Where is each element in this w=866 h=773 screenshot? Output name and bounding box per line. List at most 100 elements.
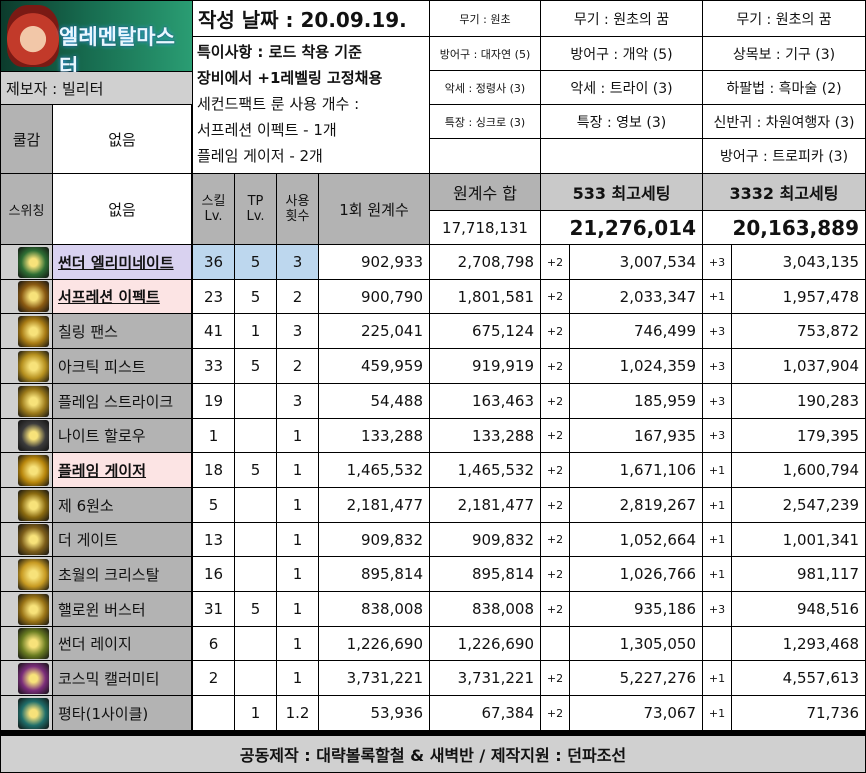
set-533-value: 5,227,276 xyxy=(570,661,702,695)
page-title: 작성 날짜 : 20.09.19. xyxy=(193,1,429,36)
switch-label: 스위칭 xyxy=(1,174,52,244)
set-3332-value: 190,283 xyxy=(732,384,865,418)
equip-col2-item: 무기 : 원초의 꿈 xyxy=(541,1,702,36)
coef-sum: 2,708,798 xyxy=(430,245,540,279)
use-count: 1 xyxy=(277,592,318,626)
one-coef: 1,465,532 xyxy=(319,453,429,487)
skill-name: 나이트 할로우 xyxy=(53,419,191,452)
header-coef-sum: 원계수 합 xyxy=(430,174,540,210)
tp-lv xyxy=(235,419,276,452)
equip-col3-item: 방어구 : 트로피카 (3) xyxy=(703,139,865,173)
one-coef: 838,008 xyxy=(319,592,429,626)
note-line: 서프레션 이펙트 - 1개 xyxy=(197,121,337,139)
skill-lv: 6 xyxy=(193,627,234,660)
equip-col1-item: 방어구 : 대자연 (5) xyxy=(430,37,540,70)
equip-col2-item: 악세 : 트라이 (3) xyxy=(541,71,702,104)
set-3332-value: 948,516 xyxy=(732,592,865,626)
tp-lv: 1 xyxy=(235,314,276,348)
set-533-level-bonus xyxy=(541,627,569,660)
set-533-level-bonus: +2 xyxy=(541,488,569,522)
coef-sum: 163,463 xyxy=(430,384,540,418)
skill-lv: 1 xyxy=(193,419,234,452)
set-533-value: 167,935 xyxy=(570,419,702,452)
cool-value: 없음 xyxy=(53,105,191,173)
set-3332-value: 71,736 xyxy=(732,696,865,730)
use-count: 1 xyxy=(277,557,318,591)
note-line: 플레임 게이저 - 2개 xyxy=(197,147,323,165)
notes-block: 특이사항 : 로드 착용 기준 장비에서 +1레벨링 고정채용 세컨드팩트 룬 … xyxy=(193,37,429,173)
set-3332-level-bonus xyxy=(703,627,731,660)
equip-col1-item xyxy=(430,139,540,173)
skill-name: 서프레션 이펙트 xyxy=(53,280,191,313)
coef-sum: 895,814 xyxy=(430,557,540,591)
coef-sum-value: 17,718,131 xyxy=(430,211,540,244)
equip-col1-item: 악세 : 정령사 (3) xyxy=(430,71,540,104)
tp-lv: 5 xyxy=(235,453,276,487)
skill-lv: 31 xyxy=(193,592,234,626)
use-count: 2 xyxy=(277,280,318,313)
set-3332-value: 981,117 xyxy=(732,557,865,591)
set-533-value: 1,026,766 xyxy=(570,557,702,591)
coef-sum: 2,181,477 xyxy=(430,488,540,522)
header-set-3332: 3332 최고세팅 xyxy=(703,174,865,210)
tp-lv xyxy=(235,523,276,556)
skill-icon xyxy=(18,628,49,659)
coef-sum: 919,919 xyxy=(430,349,540,383)
coef-sum: 909,832 xyxy=(430,523,540,556)
equip-col2-item: 방어구 : 개악 (5) xyxy=(541,37,702,70)
skill-icon xyxy=(18,455,49,486)
skill-lv: 2 xyxy=(193,661,234,695)
skill-lv: 13 xyxy=(193,523,234,556)
skill-name: 초월의 크리스탈 xyxy=(53,557,191,591)
set-533-value: 1,671,106 xyxy=(570,453,702,487)
set-533-level-bonus: +2 xyxy=(541,419,569,452)
skill-name: 썬더 엘리미네이트 xyxy=(53,245,191,279)
use-count: 1 xyxy=(277,627,318,660)
header-one-coef: 1회 원계수 xyxy=(319,174,429,244)
set-3332-level-bonus: +1 xyxy=(703,280,731,313)
skill-name: 더 게이트 xyxy=(53,523,191,556)
tp-lv xyxy=(235,557,276,591)
set-533-value: 1,024,359 xyxy=(570,349,702,383)
skill-name: 아크틱 피스트 xyxy=(53,349,191,383)
set-3332-value: 753,872 xyxy=(732,314,865,348)
set-3332-value: 1,600,794 xyxy=(732,453,865,487)
set-533-level-bonus: +2 xyxy=(541,557,569,591)
skill-lv: 5 xyxy=(193,488,234,522)
skill-icon xyxy=(18,490,49,521)
coef-sum: 1,465,532 xyxy=(430,453,540,487)
skill-icon xyxy=(18,594,49,625)
coef-sum: 67,384 xyxy=(430,696,540,730)
set-533-level-bonus: +2 xyxy=(541,592,569,626)
one-coef: 53,936 xyxy=(319,696,429,730)
set-3332-total: 20,163,889 xyxy=(703,211,865,244)
skill-lv: 33 xyxy=(193,349,234,383)
set-3332-value: 3,043,135 xyxy=(732,245,865,279)
one-coef: 54,488 xyxy=(319,384,429,418)
one-coef: 909,832 xyxy=(319,523,429,556)
reporter: 제보자 : 빌리터 xyxy=(1,72,192,104)
set-3332-level-bonus: +3 xyxy=(703,245,731,279)
set-3332-value: 4,557,613 xyxy=(732,661,865,695)
switch-value: 없음 xyxy=(53,174,191,244)
use-count: 1 xyxy=(277,488,318,522)
set-533-level-bonus: +2 xyxy=(541,523,569,556)
one-coef: 902,933 xyxy=(319,245,429,279)
equip-col1-item: 특장 : 싱크로 (3) xyxy=(430,105,540,138)
equip-col3-item: 신반귀 : 차원여행자 (3) xyxy=(703,105,865,138)
one-coef: 225,041 xyxy=(319,314,429,348)
skill-icon xyxy=(18,386,49,417)
tp-lv xyxy=(235,661,276,695)
equip-col3-item: 무기 : 원초의 꿈 xyxy=(703,1,865,36)
skill-icon xyxy=(18,247,49,278)
set-3332-value: 1,957,478 xyxy=(732,280,865,313)
equip-col3-item: 하팔법 : 흑마술 (2) xyxy=(703,71,865,104)
tp-lv: 1 xyxy=(235,696,276,730)
footer-credits: 공동제작 : 대략볼록할철 & 새벽반 / 제작지원 : 던파조선 xyxy=(1,736,865,772)
skill-name: 플레임 스트라이크 xyxy=(53,384,191,418)
equip-col2-item: 특장 : 영보 (3) xyxy=(541,105,702,138)
coef-sum: 3,731,221 xyxy=(430,661,540,695)
tp-lv: 5 xyxy=(235,349,276,383)
set-3332-value: 1,293,468 xyxy=(732,627,865,660)
